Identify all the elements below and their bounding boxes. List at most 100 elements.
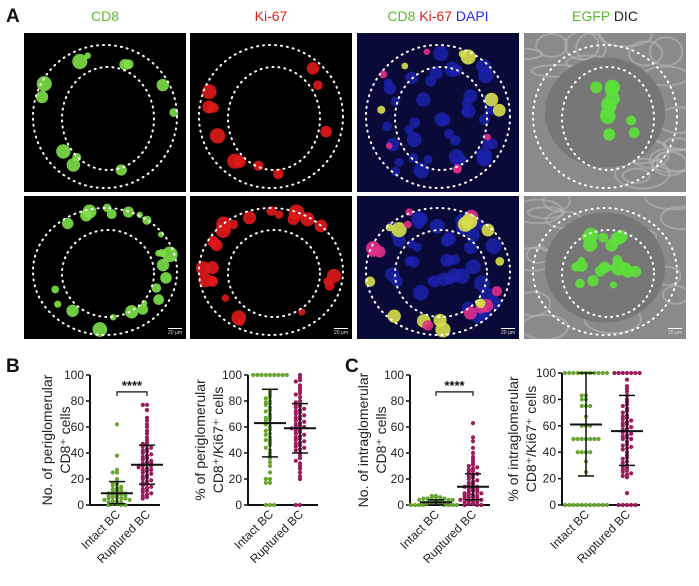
micrograph	[190, 33, 352, 192]
data-point	[144, 424, 150, 430]
data-point	[575, 502, 580, 508]
data-point	[144, 431, 150, 436]
data-point	[571, 502, 576, 508]
data-point	[293, 431, 298, 436]
data-point	[149, 491, 154, 496]
data-point	[450, 502, 455, 508]
data-point	[629, 431, 634, 436]
data-point	[421, 496, 426, 501]
data-point	[633, 370, 638, 376]
data-point	[442, 502, 447, 508]
data-point	[588, 502, 593, 508]
micrograph	[24, 33, 186, 192]
data-point	[293, 405, 298, 410]
y-tick-label: 0	[77, 498, 84, 512]
y-tick-label: 60	[543, 419, 557, 433]
data-point	[293, 437, 298, 443]
data-point	[470, 501, 476, 506]
data-point	[596, 436, 601, 442]
data-point	[302, 445, 307, 450]
significance-label: ****	[122, 378, 143, 393]
data-point	[297, 456, 303, 461]
y-tick-label: 100	[536, 366, 556, 380]
data-point	[466, 463, 471, 469]
data-point	[263, 476, 268, 482]
data-point	[470, 469, 476, 474]
panel-label-a: A	[6, 6, 20, 27]
data-point	[293, 379, 298, 384]
y-tick-label: 60	[229, 420, 243, 434]
data-point	[263, 409, 268, 414]
scale-bar: 20 μm	[168, 328, 182, 336]
data-point	[620, 403, 625, 409]
data-point	[433, 495, 439, 500]
data-point	[583, 502, 589, 508]
data-point	[475, 502, 480, 508]
data-point	[629, 418, 634, 423]
data-point	[466, 495, 471, 500]
data-point	[417, 502, 422, 508]
data-point	[267, 460, 273, 465]
column-title: CD8	[24, 8, 186, 24]
data-point	[600, 502, 605, 508]
data-point	[140, 496, 145, 501]
data-point	[579, 450, 584, 455]
data-point	[293, 448, 298, 453]
significance-label: ****	[444, 378, 465, 393]
data-point	[575, 450, 580, 455]
data-point	[600, 370, 605, 376]
data-point	[102, 497, 107, 502]
data-point	[297, 466, 303, 471]
data-point	[263, 445, 268, 450]
y-axis-label: CD8⁺/Ki67⁺ cells	[210, 387, 226, 494]
data-point	[629, 436, 634, 442]
data-point	[429, 495, 434, 500]
data-point	[276, 372, 281, 378]
data-point	[479, 502, 484, 508]
data-point	[624, 370, 630, 376]
data-point	[272, 502, 277, 508]
data-point	[567, 370, 572, 376]
data-point	[562, 370, 568, 376]
scale-bar: 20 μm	[501, 328, 515, 336]
data-point	[624, 377, 630, 382]
data-point	[588, 450, 593, 455]
y-axis-label: CD8⁺ cells	[57, 406, 73, 473]
y-tick-label: 80	[71, 394, 85, 408]
data-point	[106, 496, 111, 501]
data-point	[149, 467, 154, 472]
data-point	[293, 502, 298, 508]
data-point	[297, 378, 303, 383]
data-point	[267, 463, 273, 469]
y-tick-label: 0	[235, 498, 242, 512]
data-point	[144, 488, 150, 493]
data-point	[149, 471, 154, 476]
data-point	[592, 370, 597, 376]
column-title-part: CD8	[90, 8, 119, 24]
data-point	[596, 370, 601, 376]
data-point	[579, 393, 584, 398]
data-point	[136, 465, 141, 470]
data-point	[620, 436, 625, 442]
y-tick-label: 80	[391, 394, 405, 408]
y-tick-label: 0	[397, 498, 404, 512]
data-point	[272, 372, 277, 378]
data-point	[259, 372, 264, 378]
data-point	[263, 502, 268, 508]
data-point	[293, 458, 298, 463]
scale-bar: 20 μm	[334, 328, 348, 336]
data-point	[114, 470, 120, 475]
data-point	[620, 456, 625, 461]
data-point	[624, 389, 630, 394]
data-point	[475, 489, 480, 495]
y-tick-label: 40	[71, 446, 85, 460]
micrograph	[524, 33, 686, 192]
data-point	[446, 502, 451, 508]
micrograph: 20 μm	[357, 196, 519, 339]
data-point	[263, 432, 268, 437]
data-point	[470, 462, 476, 467]
data-point	[575, 370, 580, 376]
data-point	[620, 443, 625, 448]
data-point	[263, 402, 268, 407]
data-point	[575, 436, 580, 442]
